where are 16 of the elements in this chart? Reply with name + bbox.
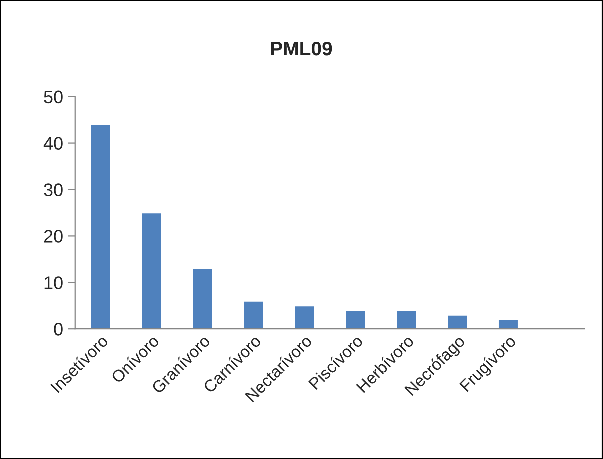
y-tick-label: 20 <box>44 230 63 243</box>
bar <box>192 268 214 330</box>
bar <box>90 124 112 330</box>
bar <box>242 300 265 330</box>
bar <box>396 310 418 330</box>
y-tick-label: 10 <box>44 276 63 290</box>
y-tick-label: 50 <box>44 90 63 104</box>
y-tick-label: 30 <box>44 184 63 196</box>
bar <box>140 212 163 330</box>
chart-title: PML09 <box>271 42 332 56</box>
y-tick-label: 0 <box>54 323 63 336</box>
bar <box>294 305 316 330</box>
bar <box>344 310 367 330</box>
y-tick-label: 40 <box>44 137 63 150</box>
bar <box>446 314 468 330</box>
bar <box>498 319 520 330</box>
